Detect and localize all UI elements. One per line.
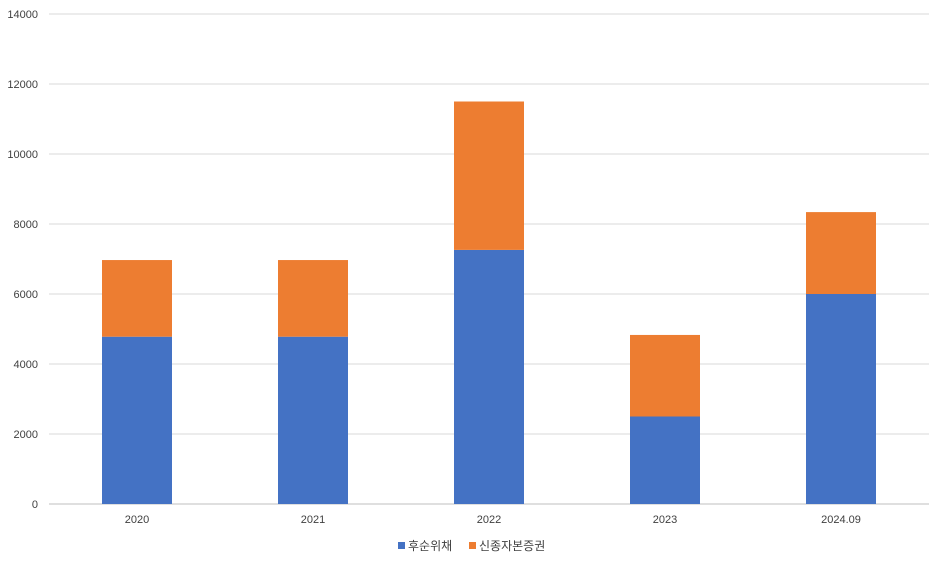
bar-segment-series1-2023 <box>630 416 700 504</box>
bar-segment-series2-2023 <box>630 334 700 417</box>
y-tick-label: 10000 <box>7 149 38 161</box>
legend-label: 신종자본증권 <box>479 539 545 553</box>
x-tick-label: 2020 <box>125 514 149 526</box>
y-tick-label: 4000 <box>14 359 38 371</box>
y-tick-label: 2000 <box>14 429 38 441</box>
y-tick-label: 8000 <box>14 219 38 231</box>
y-tick-label: 6000 <box>14 289 38 301</box>
bar-segment-series2-2022 <box>454 101 524 250</box>
y-tick-label: 0 <box>32 499 38 511</box>
y-tick-label: 12000 <box>7 79 38 91</box>
bar-segment-series1-2020 <box>102 336 172 504</box>
x-axis: 2020 2021 2022 2023 2024.09 <box>125 514 861 526</box>
y-axis: 0 2000 4000 6000 8000 10000 12000 14000 <box>7 9 38 511</box>
bar-segment-series1-2024.09 <box>806 294 876 504</box>
x-tick-label: 2022 <box>477 514 501 526</box>
bar-segment-series2-2024.09 <box>806 212 876 294</box>
legend-swatch <box>398 542 405 549</box>
legend-label: 후순위채 <box>408 539 452 553</box>
bar-segment-series1-2022 <box>454 249 524 504</box>
x-tick-label: 2024.09 <box>821 514 861 526</box>
x-tick-label: 2023 <box>653 514 677 526</box>
bar-segment-series1-2021 <box>278 336 348 504</box>
x-tick-label: 2021 <box>301 514 325 526</box>
legend: 후순위채 신종자본증권 <box>398 539 545 553</box>
legend-swatch <box>469 542 476 549</box>
bar-segment-series2-2020 <box>102 260 172 337</box>
bar-segment-series2-2021 <box>278 260 348 337</box>
y-tick-label: 14000 <box>7 9 38 21</box>
bars <box>102 101 876 504</box>
